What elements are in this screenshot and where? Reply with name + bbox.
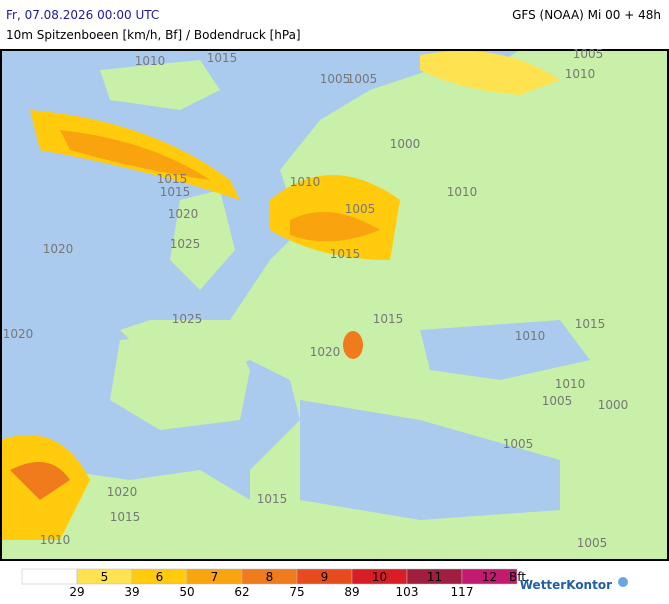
legend-kmh: 103 bbox=[396, 585, 419, 599]
legend-kmh: 75 bbox=[289, 585, 304, 599]
logo-icon bbox=[618, 577, 628, 587]
isobar-label: 1020 bbox=[107, 485, 138, 499]
isobar-label: 1005 bbox=[542, 394, 573, 408]
isobar-label: 1010 bbox=[135, 54, 166, 68]
legend-bft: 9 bbox=[321, 570, 329, 584]
gust-zone bbox=[290, 212, 380, 242]
isobar-label: 1010 bbox=[515, 329, 546, 343]
gust-zone bbox=[60, 130, 210, 180]
legend-bft: 8 bbox=[266, 570, 274, 584]
sea-black bbox=[420, 320, 590, 380]
legend-bft: 6 bbox=[156, 570, 164, 584]
isobar-label: 1015 bbox=[110, 510, 141, 524]
legend-kmh: 39 bbox=[124, 585, 139, 599]
isobar-label: 1015 bbox=[157, 172, 188, 186]
valid-time: Fr, 07.08.2026 00:00 UTC bbox=[6, 8, 159, 22]
legend-bft: 5 bbox=[101, 570, 109, 584]
isobar-label: 1010 bbox=[565, 67, 596, 81]
isobar-label: 1015 bbox=[207, 51, 238, 65]
isobar-label: 1005 bbox=[320, 72, 351, 86]
land-britain bbox=[170, 190, 235, 290]
legend-kmh: 50 bbox=[179, 585, 194, 599]
gust-zone bbox=[343, 331, 363, 359]
legend-kmh: 117 bbox=[451, 585, 474, 599]
legend: 5 6 7 8 9 10 11 12 Bft.29 39 50 62 75 89 103 117 bbox=[21, 568, 530, 599]
gust-zone bbox=[420, 50, 560, 95]
isobar-label: 1020 bbox=[168, 207, 199, 221]
legend-bft: 12 bbox=[482, 570, 497, 584]
isobar-label: 1000 bbox=[390, 137, 421, 151]
isobar-label: 1020 bbox=[3, 327, 34, 341]
isobar-label: 1025 bbox=[172, 312, 203, 326]
legend-bft: 10 bbox=[372, 570, 387, 584]
legend-swatch bbox=[461, 568, 518, 585]
legend-kmh: 89 bbox=[344, 585, 359, 599]
isobar-label: 1005 bbox=[347, 72, 378, 86]
land-iberia bbox=[110, 330, 250, 430]
isobar-label: 1015 bbox=[330, 247, 361, 261]
logo: WetterKontor bbox=[520, 578, 612, 592]
legend-bft: 11 bbox=[427, 570, 442, 584]
map-frame bbox=[0, 49, 669, 561]
legend-unit: Bft. bbox=[509, 570, 530, 584]
isobar-label: 1000 bbox=[598, 398, 629, 412]
legend-bft: 7 bbox=[211, 570, 219, 584]
land-europe-asia bbox=[120, 50, 669, 560]
isobar-label: 1015 bbox=[373, 312, 404, 326]
subtitle: 10m Spitzenboeen [km/h, Bf] / Bodendruck… bbox=[6, 28, 301, 42]
model-run: GFS (NOAA) Mi 00 + 48h bbox=[512, 8, 661, 22]
map bbox=[0, 49, 669, 561]
isobar-label: 1010 bbox=[555, 377, 586, 391]
isobar-label: 1005 bbox=[503, 437, 534, 451]
isobar-label: 1015 bbox=[257, 492, 288, 506]
legend-kmh: 29 bbox=[69, 585, 84, 599]
isobar-label: 1010 bbox=[40, 533, 71, 547]
isobar-label: 1010 bbox=[447, 185, 478, 199]
isobar-label: 1015 bbox=[160, 185, 191, 199]
sea-mediterranean bbox=[300, 400, 560, 520]
isobar-label: 1015 bbox=[575, 317, 606, 331]
isobar-label: 1025 bbox=[170, 237, 201, 251]
legend-kmh: 62 bbox=[234, 585, 249, 599]
isobar-label: 1020 bbox=[43, 242, 74, 256]
isobar-label: 1005 bbox=[345, 202, 376, 216]
isobar-label: 1020 bbox=[310, 345, 341, 359]
isobar-label: 1005 bbox=[573, 47, 604, 61]
legend-swatch bbox=[21, 568, 78, 585]
isobar-label: 1010 bbox=[290, 175, 321, 189]
land-iceland bbox=[100, 60, 220, 110]
gust-zone bbox=[10, 462, 70, 500]
isobar-label: 1005 bbox=[577, 536, 608, 550]
isobar-labels: 1010 101510051005100010101010100510151015… bbox=[3, 47, 629, 550]
